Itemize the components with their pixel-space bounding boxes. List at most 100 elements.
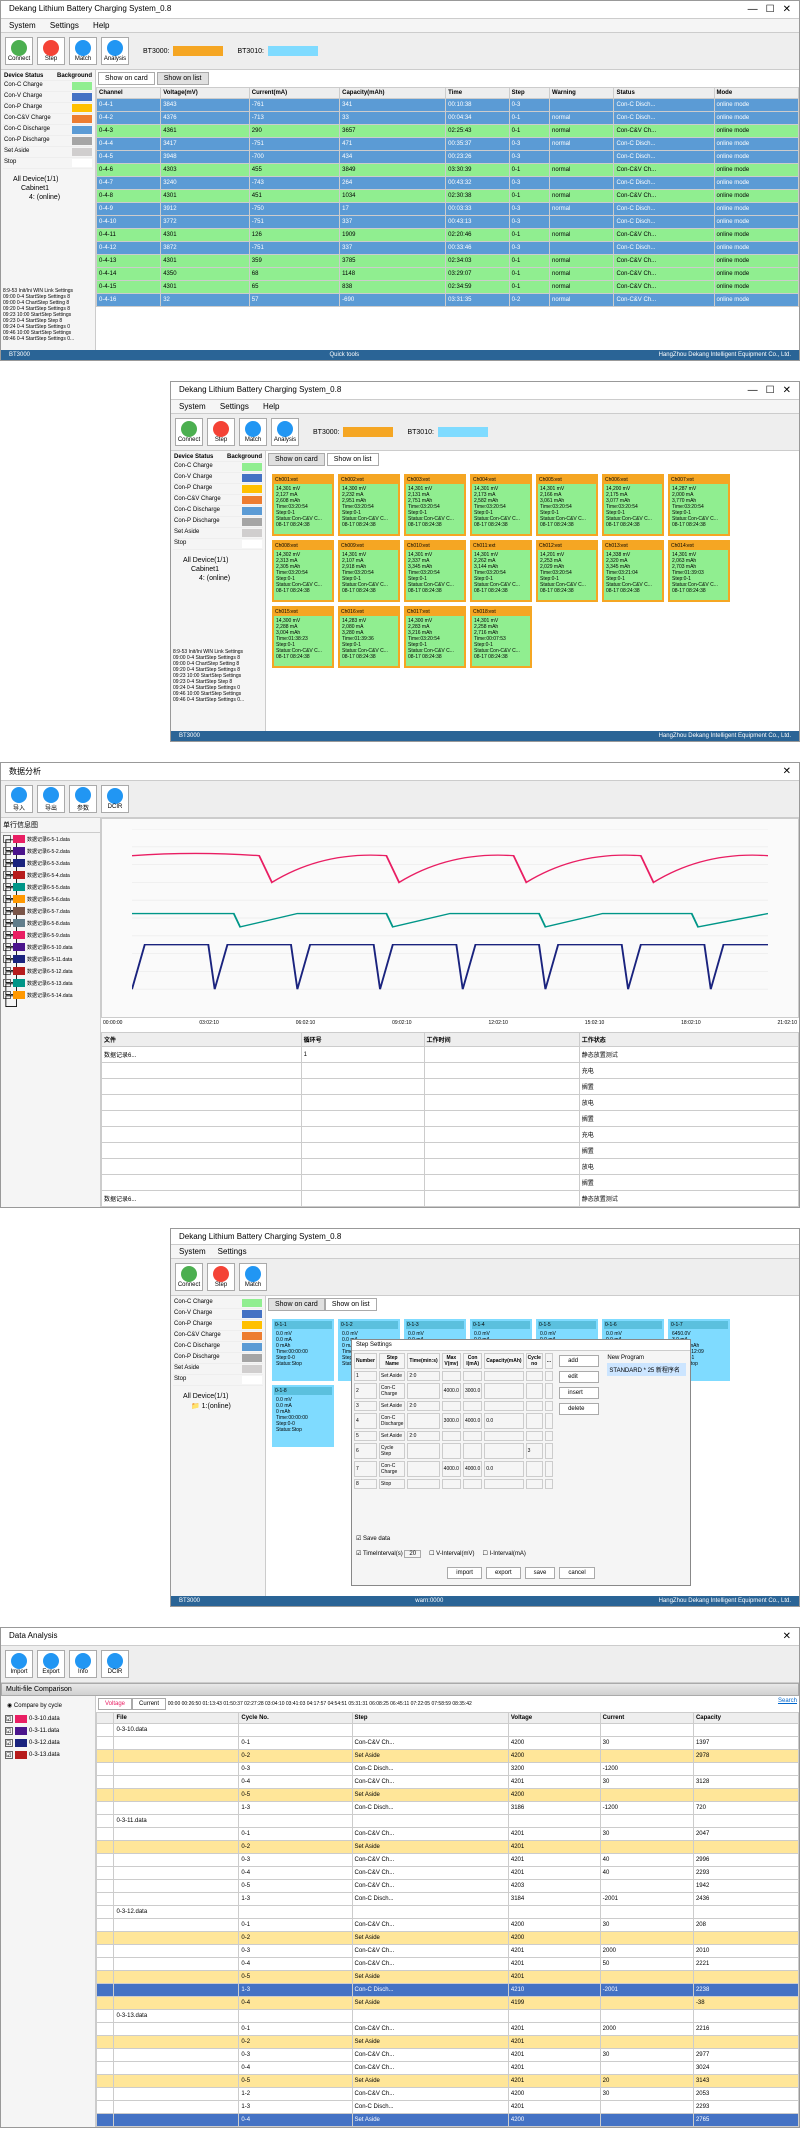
- import-button[interactable]: Import: [5, 1650, 33, 1678]
- file-item[interactable]: ☐数据记录6-5-9.data: [1, 929, 100, 941]
- table-row[interactable]: 0-4Set Aside4199-38: [97, 1997, 799, 2010]
- table-row[interactable]: 0-4-24376-7133300:04:340-1normalCon-C Di…: [97, 112, 799, 125]
- close-icon[interactable]: ✕: [783, 766, 791, 777]
- col-status[interactable]: Status: [614, 88, 714, 99]
- table-row[interactable]: 0-1Con-C&V Ch...4201302047: [97, 1828, 799, 1841]
- table-row[interactable]: 0-5Set Aside4201: [97, 1971, 799, 1984]
- connect-button[interactable]: Connect: [5, 37, 33, 65]
- table-row[interactable]: 放电: [102, 1159, 799, 1175]
- file-item[interactable]: ☐数据记录6-5-11.data: [1, 953, 100, 965]
- tab-card[interactable]: Show on card: [98, 72, 155, 85]
- table-row[interactable]: 0-4Con-C&V Ch...42013024: [97, 2062, 799, 2075]
- tab-list[interactable]: Show on list: [327, 453, 379, 466]
- table-row[interactable]: 1-3Con-C Disch...3186-1200720: [97, 1802, 799, 1815]
- channel-card[interactable]: Ch001:ext14,301 mV2,127 mA2,608 mAhTime:…: [272, 474, 334, 536]
- close-icon[interactable]: ✕: [783, 385, 791, 396]
- col-capacity(mah)[interactable]: Capacity(mAh): [340, 88, 446, 99]
- col-current(ma)[interactable]: Current(mA): [249, 88, 339, 99]
- table-row[interactable]: 0-4-43417-75147100:35:370-3normalCon-C D…: [97, 138, 799, 151]
- table-row[interactable]: 0-4Set Aside42002765: [97, 2114, 799, 2127]
- col-mode[interactable]: Mode: [714, 88, 798, 99]
- channel-card[interactable]: Ch014:ext14,301 mV2,063 mAh2,703 mAhTime…: [668, 540, 730, 602]
- step-row[interactable]: 2Con-C Charge4000.03000.0: [354, 1383, 553, 1399]
- col-time[interactable]: Time: [446, 88, 510, 99]
- tree-cabinet[interactable]: Cabinet1: [5, 184, 91, 193]
- table-row[interactable]: 0-4-14435068114803:29:070-1normalCon-C&V…: [97, 268, 799, 281]
- save-button[interactable]: save: [525, 1567, 556, 1579]
- tab-voltage[interactable]: Voltage: [98, 1698, 132, 1710]
- menu-system[interactable]: System: [9, 21, 36, 30]
- step-row[interactable]: 7Con-C Charge4000.04000.00.0: [354, 1461, 553, 1477]
- step-button[interactable]: Step: [37, 37, 65, 65]
- table-row[interactable]: 0-3Con-C Disch...3200-1200: [97, 1763, 799, 1776]
- connect-button[interactable]: Connect: [175, 1263, 203, 1291]
- close-icon[interactable]: ✕: [783, 4, 791, 15]
- col-warning[interactable]: Warning: [550, 88, 614, 99]
- table-row[interactable]: 0-4-93912-7501700:03:330-3normalCon-C Di…: [97, 203, 799, 216]
- tab-current[interactable]: Current: [132, 1698, 166, 1710]
- tab-list[interactable]: Show on list: [157, 72, 209, 85]
- channel-card[interactable]: 0-1-80.0 mV0.0 mA0 mAhTime:00:00:00Step:…: [272, 1385, 334, 1447]
- DCIR-button[interactable]: DCIR: [101, 785, 129, 813]
- match-button[interactable]: Match: [239, 1263, 267, 1291]
- file-item[interactable]: ☐数据记录6-5-5.data: [1, 881, 100, 893]
- compare-file[interactable]: ☑0-3-10.data: [3, 1713, 93, 1725]
- table-row[interactable]: 搁置: [102, 1079, 799, 1095]
- table-row[interactable]: 0-4-53948-70043400:23:260-3Con-C Disch..…: [97, 151, 799, 164]
- cancel-button[interactable]: cancel: [559, 1567, 594, 1579]
- channel-card[interactable]: Ch018:ext14,301 mV2,258 mAh2,716 mAhTime…: [470, 606, 532, 668]
- channel-card[interactable]: 0-1-10.0 mV0.0 mA0 mAhTime:00:00:00Step:…: [272, 1319, 334, 1381]
- step-row[interactable]: 5Set Aside2:0: [354, 1431, 553, 1441]
- info-button[interactable]: Info: [69, 1650, 97, 1678]
- channel-card[interactable]: Ch015:ext14,300 mV2,288 mA3,004 mAhTime:…: [272, 606, 334, 668]
- table-row[interactable]: 0-5Set Aside4200: [97, 1789, 799, 1802]
- table-row[interactable]: 1-2Con-C&V Ch...4200302053: [97, 2088, 799, 2101]
- table-row[interactable]: 0-4-114301126190902:20:460-1normalCon-C&…: [97, 229, 799, 242]
- export-button[interactable]: export: [486, 1567, 521, 1579]
- program-value[interactable]: STANDARD * 25 新程序名: [607, 1363, 686, 1376]
- table-row[interactable]: 充电: [102, 1127, 799, 1143]
- table-row[interactable]: 0-4-34361290365702:25:430-1normalCon-C&V…: [97, 125, 799, 138]
- table-row[interactable]: 0-4-1543016583802:34:590-1normalCon-C&V …: [97, 281, 799, 294]
- minimize-icon[interactable]: —: [748, 385, 758, 396]
- channel-card[interactable]: Ch016:ext14,283 mV2,080 mA3,280 mATime:0…: [338, 606, 400, 668]
- col-voltage(mv)[interactable]: Voltage(mV): [161, 88, 250, 99]
- tc[interactable]: Show on card: [268, 1298, 325, 1311]
- table-row[interactable]: 0-3Con-C&V Ch...420120002010: [97, 1945, 799, 1958]
- menu-settings[interactable]: Settings: [220, 402, 249, 411]
- table-row[interactable]: 0-5Set Aside4201203143: [97, 2075, 799, 2088]
- channel-card[interactable]: Ch017:ext14,300 mV2,283 mA3,216 mAhTime:…: [404, 606, 466, 668]
- step-row[interactable]: 1Set Aside2:0: [354, 1371, 553, 1381]
- import-button[interactable]: import: [447, 1567, 482, 1579]
- table-row[interactable]: 0-4-134301359378502:34:030-1normalCon-C&…: [97, 255, 799, 268]
- match-button[interactable]: Match: [69, 37, 97, 65]
- step-button[interactable]: Step: [207, 418, 235, 446]
- step-row[interactable]: 6Cycle Step3: [354, 1443, 553, 1459]
- table-row[interactable]: 数据记录6...1静态放置测试: [102, 1047, 799, 1063]
- step-row[interactable]: 3Set Aside2:0: [354, 1401, 553, 1411]
- tree-cabinet[interactable]: Cabinet1: [175, 565, 261, 574]
- chart-area[interactable]: [101, 818, 799, 1018]
- channel-card[interactable]: Ch003:ext14,301 mV2,131 mA2,751 mAhTime:…: [404, 474, 466, 536]
- analysis-button[interactable]: Analysis: [101, 37, 129, 65]
- insert-button[interactable]: insert: [559, 1387, 599, 1399]
- time-interval-value[interactable]: 20: [404, 1550, 421, 1558]
- channel-card[interactable]: Ch013:ext14,338 mV2,320 mA3,345 mAhTime:…: [602, 540, 664, 602]
- table-row[interactable]: 0-2Set Aside4201: [97, 2036, 799, 2049]
- channel-card[interactable]: Ch007:ext14,287 mV2,000 mA3,770 mAhTime:…: [668, 474, 730, 536]
- table-row[interactable]: 0-3-11.data: [97, 1815, 799, 1828]
- table-row[interactable]: 1-3Con-C Disch...4210-20012238: [97, 1984, 799, 1997]
- channel-card[interactable]: Ch011:ext14,301 mV2,262 mA3,144 mAhTime:…: [470, 540, 532, 602]
- table-row[interactable]: 0-3Con-C&V Ch...4201302977: [97, 2049, 799, 2062]
- file-item[interactable]: ☐数据记录6-5-1.data: [1, 833, 100, 845]
- table-row[interactable]: 搁置: [102, 1111, 799, 1127]
- table-row[interactable]: 0-4Con-C&V Ch...4201303128: [97, 1776, 799, 1789]
- file-item[interactable]: ☐数据记录6-5-3.data: [1, 857, 100, 869]
- table-row[interactable]: 0-3-12.data: [97, 1906, 799, 1919]
- col-step[interactable]: Step: [509, 88, 549, 99]
- device-tree[interactable]: All Device(1/1) Cabinet1 4: (online): [1, 171, 95, 206]
- menu-help[interactable]: Help: [93, 21, 109, 30]
- table-row[interactable]: 0-3-10.data: [97, 1724, 799, 1737]
- 导出-button[interactable]: 导出: [37, 785, 65, 813]
- channel-card[interactable]: Ch004:ext14,301 mV2,173 mA2,582 mAhTime:…: [470, 474, 532, 536]
